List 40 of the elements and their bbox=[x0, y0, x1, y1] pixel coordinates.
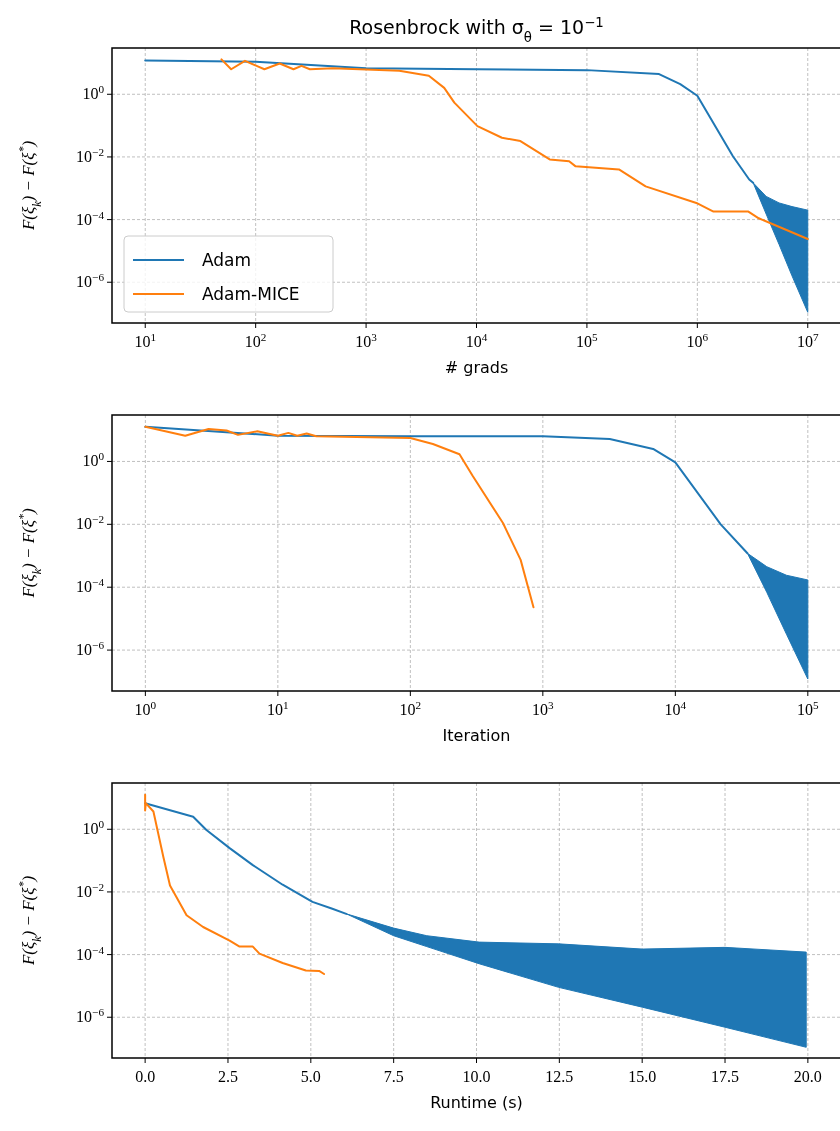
y-tick-label: 10$^{−6}$ bbox=[76, 271, 105, 291]
x-tick-label: 20.0 bbox=[793, 1068, 822, 1085]
y-tick-label: 10$^{−2}$ bbox=[76, 880, 104, 900]
y-tick-label: 10$^{−4}$ bbox=[76, 943, 105, 963]
x-tick-label: 10$^{2}$ bbox=[399, 699, 422, 718]
legend-label: Adam-MICE bbox=[202, 284, 300, 304]
x-tick-label: 10$^{1}$ bbox=[134, 331, 157, 350]
chart-title: Rosenbrock with σ$_{θ}$ = 10$^{−1}$ bbox=[349, 14, 604, 45]
y-tick-label: 10$^{0}$ bbox=[82, 818, 105, 838]
x-tick-label: 10$^{1}$ bbox=[267, 699, 289, 718]
x-tick-label: 2.5 bbox=[217, 1068, 238, 1085]
x-tick-label: 15.0 bbox=[628, 1068, 657, 1085]
x-axis-title: # grads bbox=[444, 358, 509, 377]
y-tick-label: 10$^{−6}$ bbox=[76, 1006, 105, 1026]
x-tick-label: 10$^{6}$ bbox=[686, 331, 709, 350]
y-tick-label: 10$^{0}$ bbox=[82, 83, 105, 103]
x-tick-label: 10$^{4}$ bbox=[664, 699, 687, 718]
x-axis-title: Runtime (s) bbox=[430, 1093, 523, 1112]
y-tick-label: 10$^{−4}$ bbox=[76, 576, 105, 596]
x-tick-label: 10$^{7}$ bbox=[796, 331, 819, 350]
x-tick-label: 10$^{5}$ bbox=[576, 331, 599, 350]
x-tick-label: 10$^{0}$ bbox=[134, 699, 157, 718]
x-axis-title: Iteration bbox=[442, 726, 511, 745]
x-tick-label: 5.0 bbox=[300, 1068, 321, 1085]
y-tick-label: 10$^{−2}$ bbox=[76, 513, 104, 533]
y-tick-label: 10$^{0}$ bbox=[82, 450, 105, 470]
y-tick-label: 10$^{−6}$ bbox=[76, 639, 105, 659]
y-tick-label: 10$^{−2}$ bbox=[76, 145, 104, 165]
legend-label: Adam bbox=[202, 250, 252, 270]
x-tick-label: 17.5 bbox=[711, 1068, 740, 1085]
x-tick-label: 10.0 bbox=[462, 1068, 491, 1085]
x-tick-label: 10$^{5}$ bbox=[797, 699, 820, 718]
x-tick-label: 10$^{3}$ bbox=[532, 699, 555, 718]
x-tick-label: 10$^{3}$ bbox=[355, 331, 378, 350]
x-tick-label: 10$^{2}$ bbox=[244, 331, 267, 350]
x-tick-label: 12.5 bbox=[545, 1068, 574, 1085]
x-tick-label: 0.0 bbox=[135, 1068, 156, 1085]
y-tick-label: 10$^{−4}$ bbox=[76, 208, 105, 228]
x-tick-label: 7.5 bbox=[383, 1068, 404, 1085]
x-tick-label: 10$^{4}$ bbox=[465, 331, 488, 350]
